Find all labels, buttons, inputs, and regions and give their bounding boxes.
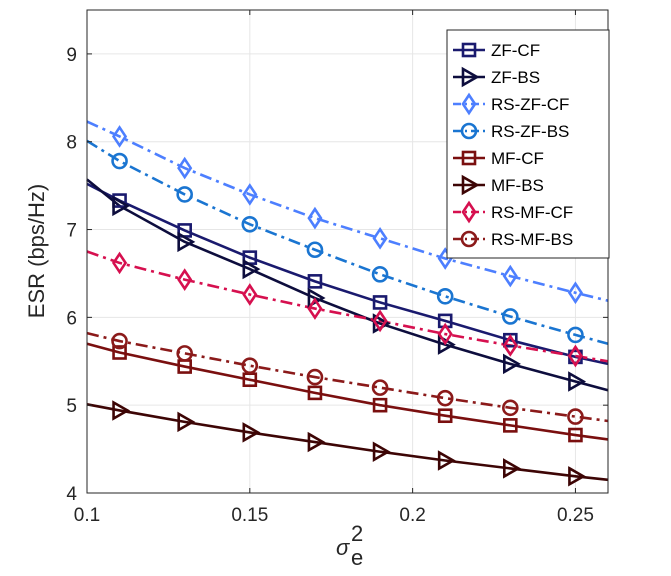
series-lines bbox=[86, 120, 609, 482]
legend-box bbox=[446, 29, 610, 259]
legend: ZF-CF ZF-BS RS-ZF-CF RS-ZF-BS MF-CF MF-BS RS-M… bbox=[446, 29, 610, 259]
legend-label: MF-BS bbox=[491, 176, 544, 195]
diamond-marker bbox=[461, 92, 477, 116]
y-tick-label: 4 bbox=[66, 484, 77, 505]
x-axis-label-subscript: e bbox=[351, 545, 363, 570]
series-line bbox=[86, 342, 609, 441]
series-line bbox=[86, 120, 609, 302]
legend-label: RS-ZF-BS bbox=[491, 122, 569, 141]
square-marker bbox=[437, 408, 453, 424]
diamond-marker bbox=[177, 268, 193, 291]
diamond-marker bbox=[112, 251, 128, 275]
triangle-marker bbox=[242, 422, 261, 443]
legend-label: MF-CF bbox=[491, 149, 544, 168]
legend-label: RS-MF-BS bbox=[491, 230, 573, 249]
triangle-marker bbox=[242, 258, 261, 280]
series-markers bbox=[111, 125, 587, 487]
triangle-marker bbox=[372, 441, 391, 462]
x-axis-label-superscript: 2 bbox=[351, 521, 363, 546]
circle-marker bbox=[306, 241, 324, 259]
triangle-marker bbox=[177, 411, 196, 433]
circle-marker bbox=[436, 287, 454, 305]
diamond-marker bbox=[437, 322, 453, 346]
x-tick-label: 0.2 bbox=[399, 505, 425, 526]
diamond-marker bbox=[502, 334, 518, 357]
circle-marker bbox=[460, 122, 478, 140]
diamond-marker bbox=[307, 206, 323, 230]
circle-marker bbox=[460, 230, 478, 248]
legend-label: ZF-CF bbox=[491, 41, 540, 60]
circle-marker bbox=[567, 408, 584, 425]
diamond-marker bbox=[461, 200, 477, 224]
series-line bbox=[86, 182, 609, 366]
series-line bbox=[86, 250, 609, 363]
diamond-marker bbox=[112, 125, 128, 148]
diamond-marker bbox=[177, 156, 193, 180]
square-marker bbox=[372, 397, 388, 413]
axis-tick-labels: 0.1 0.15 0.2 0.25 4 5 6 7 8 9 bbox=[66, 45, 594, 526]
circle-marker bbox=[176, 186, 193, 203]
circle-marker bbox=[567, 326, 584, 344]
diamond-marker bbox=[372, 226, 388, 250]
circle-marker bbox=[502, 308, 519, 325]
circle-marker bbox=[241, 357, 259, 374]
triangle-marker bbox=[112, 400, 131, 421]
legend-label: RS-ZF-CF bbox=[491, 95, 569, 114]
y-tick-label: 8 bbox=[66, 133, 77, 154]
circle-marker bbox=[241, 215, 259, 233]
x-tick-label: 0.15 bbox=[231, 505, 268, 526]
series-line bbox=[86, 403, 609, 482]
circle-marker bbox=[436, 389, 454, 407]
diamond-marker bbox=[567, 344, 583, 368]
triangle-marker bbox=[568, 371, 587, 392]
diamond-marker bbox=[307, 297, 323, 320]
x-tick-label: 0.25 bbox=[557, 505, 594, 526]
triangle-marker bbox=[568, 466, 587, 487]
circle-marker bbox=[111, 332, 128, 350]
series-line bbox=[86, 178, 609, 392]
diamond-marker bbox=[567, 281, 583, 305]
legend-label: ZF-BS bbox=[491, 68, 540, 87]
triangle-marker bbox=[177, 231, 196, 253]
y-tick-label: 5 bbox=[66, 396, 77, 417]
circle-marker bbox=[371, 379, 389, 396]
circle-marker bbox=[176, 345, 193, 362]
y-tick-label: 9 bbox=[66, 45, 77, 66]
diamond-marker bbox=[372, 309, 388, 333]
circle-marker bbox=[502, 399, 519, 417]
triangle-marker bbox=[307, 431, 326, 453]
square-marker bbox=[307, 274, 323, 289]
x-tick-label: 0.1 bbox=[74, 505, 100, 526]
triangle-marker bbox=[503, 458, 521, 479]
diamond-marker bbox=[502, 264, 518, 288]
triangle-marker bbox=[461, 66, 480, 88]
circle-marker bbox=[371, 266, 389, 283]
diamond-marker bbox=[242, 283, 258, 306]
triangle-marker bbox=[112, 195, 131, 217]
legend-label: RS-MF-CF bbox=[491, 203, 573, 222]
square-marker bbox=[461, 42, 477, 58]
circle-marker bbox=[111, 152, 128, 170]
diamond-marker bbox=[242, 183, 258, 206]
y-axis-label: ESR (bps/Hz) bbox=[24, 184, 49, 318]
circle-marker bbox=[306, 368, 324, 386]
triangle-marker bbox=[503, 353, 521, 375]
x-axis-label-symbol: σ bbox=[336, 535, 350, 560]
square-marker bbox=[372, 295, 388, 310]
triangle-marker bbox=[461, 174, 480, 196]
square-marker bbox=[307, 385, 323, 401]
square-marker bbox=[112, 345, 127, 360]
triangle-marker bbox=[437, 450, 456, 471]
square-marker bbox=[503, 418, 518, 433]
square-marker bbox=[568, 427, 583, 443]
y-tick-label: 6 bbox=[66, 308, 77, 329]
square-marker bbox=[461, 150, 477, 166]
x-axis-label: σ 2 e bbox=[336, 521, 363, 570]
y-tick-label: 7 bbox=[66, 221, 77, 242]
series-line bbox=[86, 139, 609, 345]
